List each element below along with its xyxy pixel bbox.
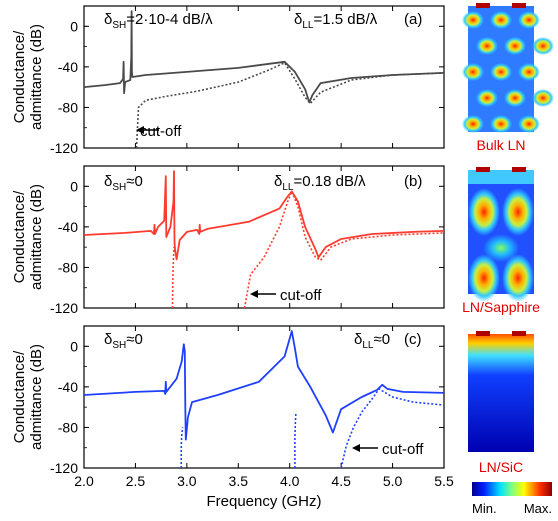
y-axis-label: admittance (dB) [28,344,45,450]
field-hotspot [476,89,498,107]
field-hotspot [490,63,512,81]
plot-frame [83,5,445,149]
top-layer [468,170,534,184]
y-axis-label: Conductance/ [11,30,28,123]
electrode [476,167,490,172]
electrode [512,331,526,336]
material-label: LN/SiC [479,459,523,475]
field-hotspot [462,115,484,133]
y-tick-label: -40 [58,379,78,395]
colorbar [472,482,552,496]
field-hotspot [468,254,500,302]
dotted-series-line [294,412,297,468]
field-hotspot [462,63,484,81]
field-hotspot [532,89,554,107]
x-axis-label: Frequency (GHz) [206,493,321,510]
panel-label: (c) [404,331,422,348]
y-tick-label: -120 [50,460,78,476]
dotted-series-line [243,190,444,308]
electrode [512,167,526,172]
y-axis-label: admittance (dB) [28,24,45,130]
cutoff-annotation: cut-off [382,441,424,458]
electrode [476,3,490,8]
y-tick-label: -80 [58,419,78,435]
cutoff-annotation: cut-off [140,123,182,140]
y-tick-label: -40 [58,59,78,75]
x-tick-label: 3.5 [229,473,249,489]
field-hotspot [476,37,498,55]
solid-series-line [84,10,444,104]
x-tick-label: 4.5 [331,473,351,489]
y-axis-label: Conductance/ [11,350,28,443]
x-tick-label: 5.0 [383,473,403,489]
panel-label: (a) [404,11,422,28]
y-tick-label: -120 [50,300,78,316]
field-map-bulk-ln [462,3,554,133]
material-label: Bulk LN [476,137,525,153]
chart-panel: 0 -40 -80 -120 Conductance/admittance (dB) δS… [11,165,445,316]
field-hotspot [502,254,534,302]
dotted-series-line [340,388,444,468]
solid-series-line [84,330,444,441]
field-hotspot [518,63,540,81]
cutoff-annotation: cut-off [280,287,322,304]
map-background [468,334,534,452]
y-axis-label: Conductance/ [11,190,28,283]
longitudinal-loss-annotation: δLL≈0 [354,331,390,351]
field-hotspot [532,37,554,55]
y-tick-label: -40 [58,219,78,235]
x-tick-label: 3.0 [177,473,197,489]
field-hotspot [502,188,534,236]
field-map-ln-sapphire [468,167,534,302]
cutoff-arrow-head [352,444,360,452]
plot-frame [83,165,445,309]
electrode [476,331,490,336]
solid-series-line [84,170,444,261]
dotted-series-line [135,61,444,148]
shear-loss-annotation: δSH≈0 [104,173,143,193]
cutoff-arrow-head [250,290,258,298]
y-tick-label: -120 [50,140,78,156]
dotted-series-line [180,427,184,468]
y-tick-label: -80 [58,99,78,115]
x-tick-label: 5.5 [434,473,454,489]
dotted-series-line [171,247,175,308]
x-tick-label: 2.5 [126,473,146,489]
field-hotspot [504,37,526,55]
field-hotspot [462,11,484,29]
y-tick-label: -80 [58,259,78,275]
field-hotspot [490,115,512,133]
colorbar-min-label: Min. [472,501,497,516]
x-tick-label: 4.0 [280,473,300,489]
y-tick-label: 0 [70,18,78,34]
field-hotspot [518,115,540,133]
field-map-ln-sic [468,331,534,452]
panel-label: (b) [404,173,422,190]
field-hotspot [468,188,500,236]
y-axis-label: admittance (dB) [28,184,45,290]
cutoff-arrow-head [136,126,144,134]
longitudinal-loss-annotation: δLL=1.5 dB/λ [294,11,378,31]
field-hotspot [483,234,519,262]
x-tick-label: 2.0 [74,473,94,489]
longitudinal-loss-annotation: δLL=0.18 dB/λ [274,173,366,193]
colorbar-max-label: Max. [524,501,552,516]
field-hotspot [490,11,512,29]
y-tick-label: 0 [70,338,78,354]
material-label: LN/Sapphire [462,299,540,315]
y-tick-label: 0 [70,178,78,194]
electrode [512,3,526,8]
shear-loss-annotation: δSH=2·10-4 dB/λ [104,11,213,31]
field-hotspot [518,11,540,29]
field-hotspot [504,89,526,107]
chart-panel: 0 -40 -80 -120 Conductance/admittance (dB) δS… [11,5,445,156]
shear-loss-annotation: δSH≈0 [104,331,143,351]
plot-frame [83,325,445,469]
